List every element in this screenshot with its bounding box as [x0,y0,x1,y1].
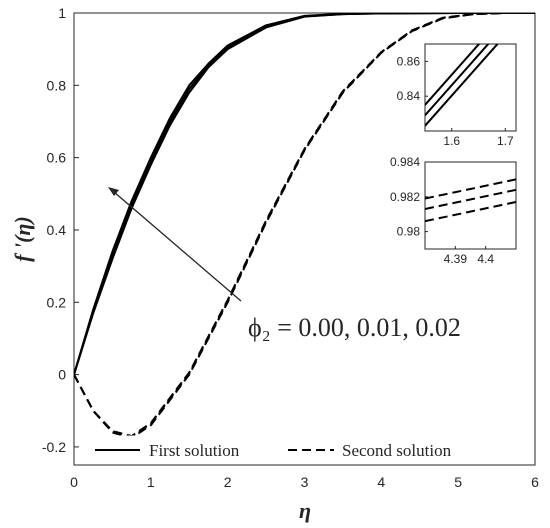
inset-x-tick-label: 1.7 [497,134,514,148]
x-tick-label: 2 [224,474,232,490]
main-series-group [74,13,535,439]
inset-y-tick-label: 0.98 [397,225,421,239]
legend-label-second: Second solution [342,441,452,460]
x-tick-label: 4 [377,474,385,490]
inset-frame [424,43,517,132]
inset-lines [425,44,499,127]
y-tick-label: 0.8 [47,77,67,93]
first-solution-line-2 [74,13,535,375]
inset-x-tick-label: 4.4 [477,252,494,266]
inset-line-0 [425,44,481,106]
annotation-arrowhead [108,187,119,196]
phi-annotation: ϕ₂ = 0.00, 0.01, 0.02 [248,313,461,342]
inset-bottom: 4.39 4.4 0.98 0.982 0.984 [390,155,517,266]
legend: First solution Second solution [85,435,498,465]
inset-y-tick-label: 0.84 [397,89,421,103]
y-tick-label: 1 [58,5,66,21]
y-tick-label: 0.2 [47,294,67,310]
inset-line-1 [425,188,516,210]
inset-top: 1.6 1.7 0.84 0.86 [397,43,517,148]
x-tick-label: 3 [301,474,309,490]
inset-y-tick-label: 0.982 [390,190,420,204]
x-axis-label: η [299,498,311,523]
inset-y-tick-label: 0.984 [390,155,420,169]
y-tick-label: -0.2 [42,439,66,455]
inset-line-0 [425,178,516,200]
y-tick-label: 0.6 [47,150,67,166]
inset-x-tick-label: 1.6 [443,134,460,148]
inset-line-2 [425,44,499,127]
main-axis-ticks: 0 1 2 3 4 5 6 -0.2 0 0.2 0.4 0.6 0.8 1 [42,5,539,490]
inset-line-2 [425,201,516,223]
x-tick-label: 0 [70,474,78,490]
x-tick-label: 6 [531,474,539,490]
inset-lines [425,178,516,223]
y-tick-label: 0.4 [47,222,67,238]
annotation-arrow [113,191,242,302]
x-tick-label: 5 [454,474,462,490]
second-solution-line-5 [74,13,535,438]
y-axis-label: f '(η) [10,216,35,262]
x-tick-label: 1 [147,474,155,490]
inset-y-tick-label: 0.86 [397,54,421,68]
inset-line-1 [425,44,490,117]
y-tick-label: 0 [58,367,66,383]
inset-x-tick-label: 4.39 [444,252,468,266]
legend-label-first: First solution [149,441,240,460]
